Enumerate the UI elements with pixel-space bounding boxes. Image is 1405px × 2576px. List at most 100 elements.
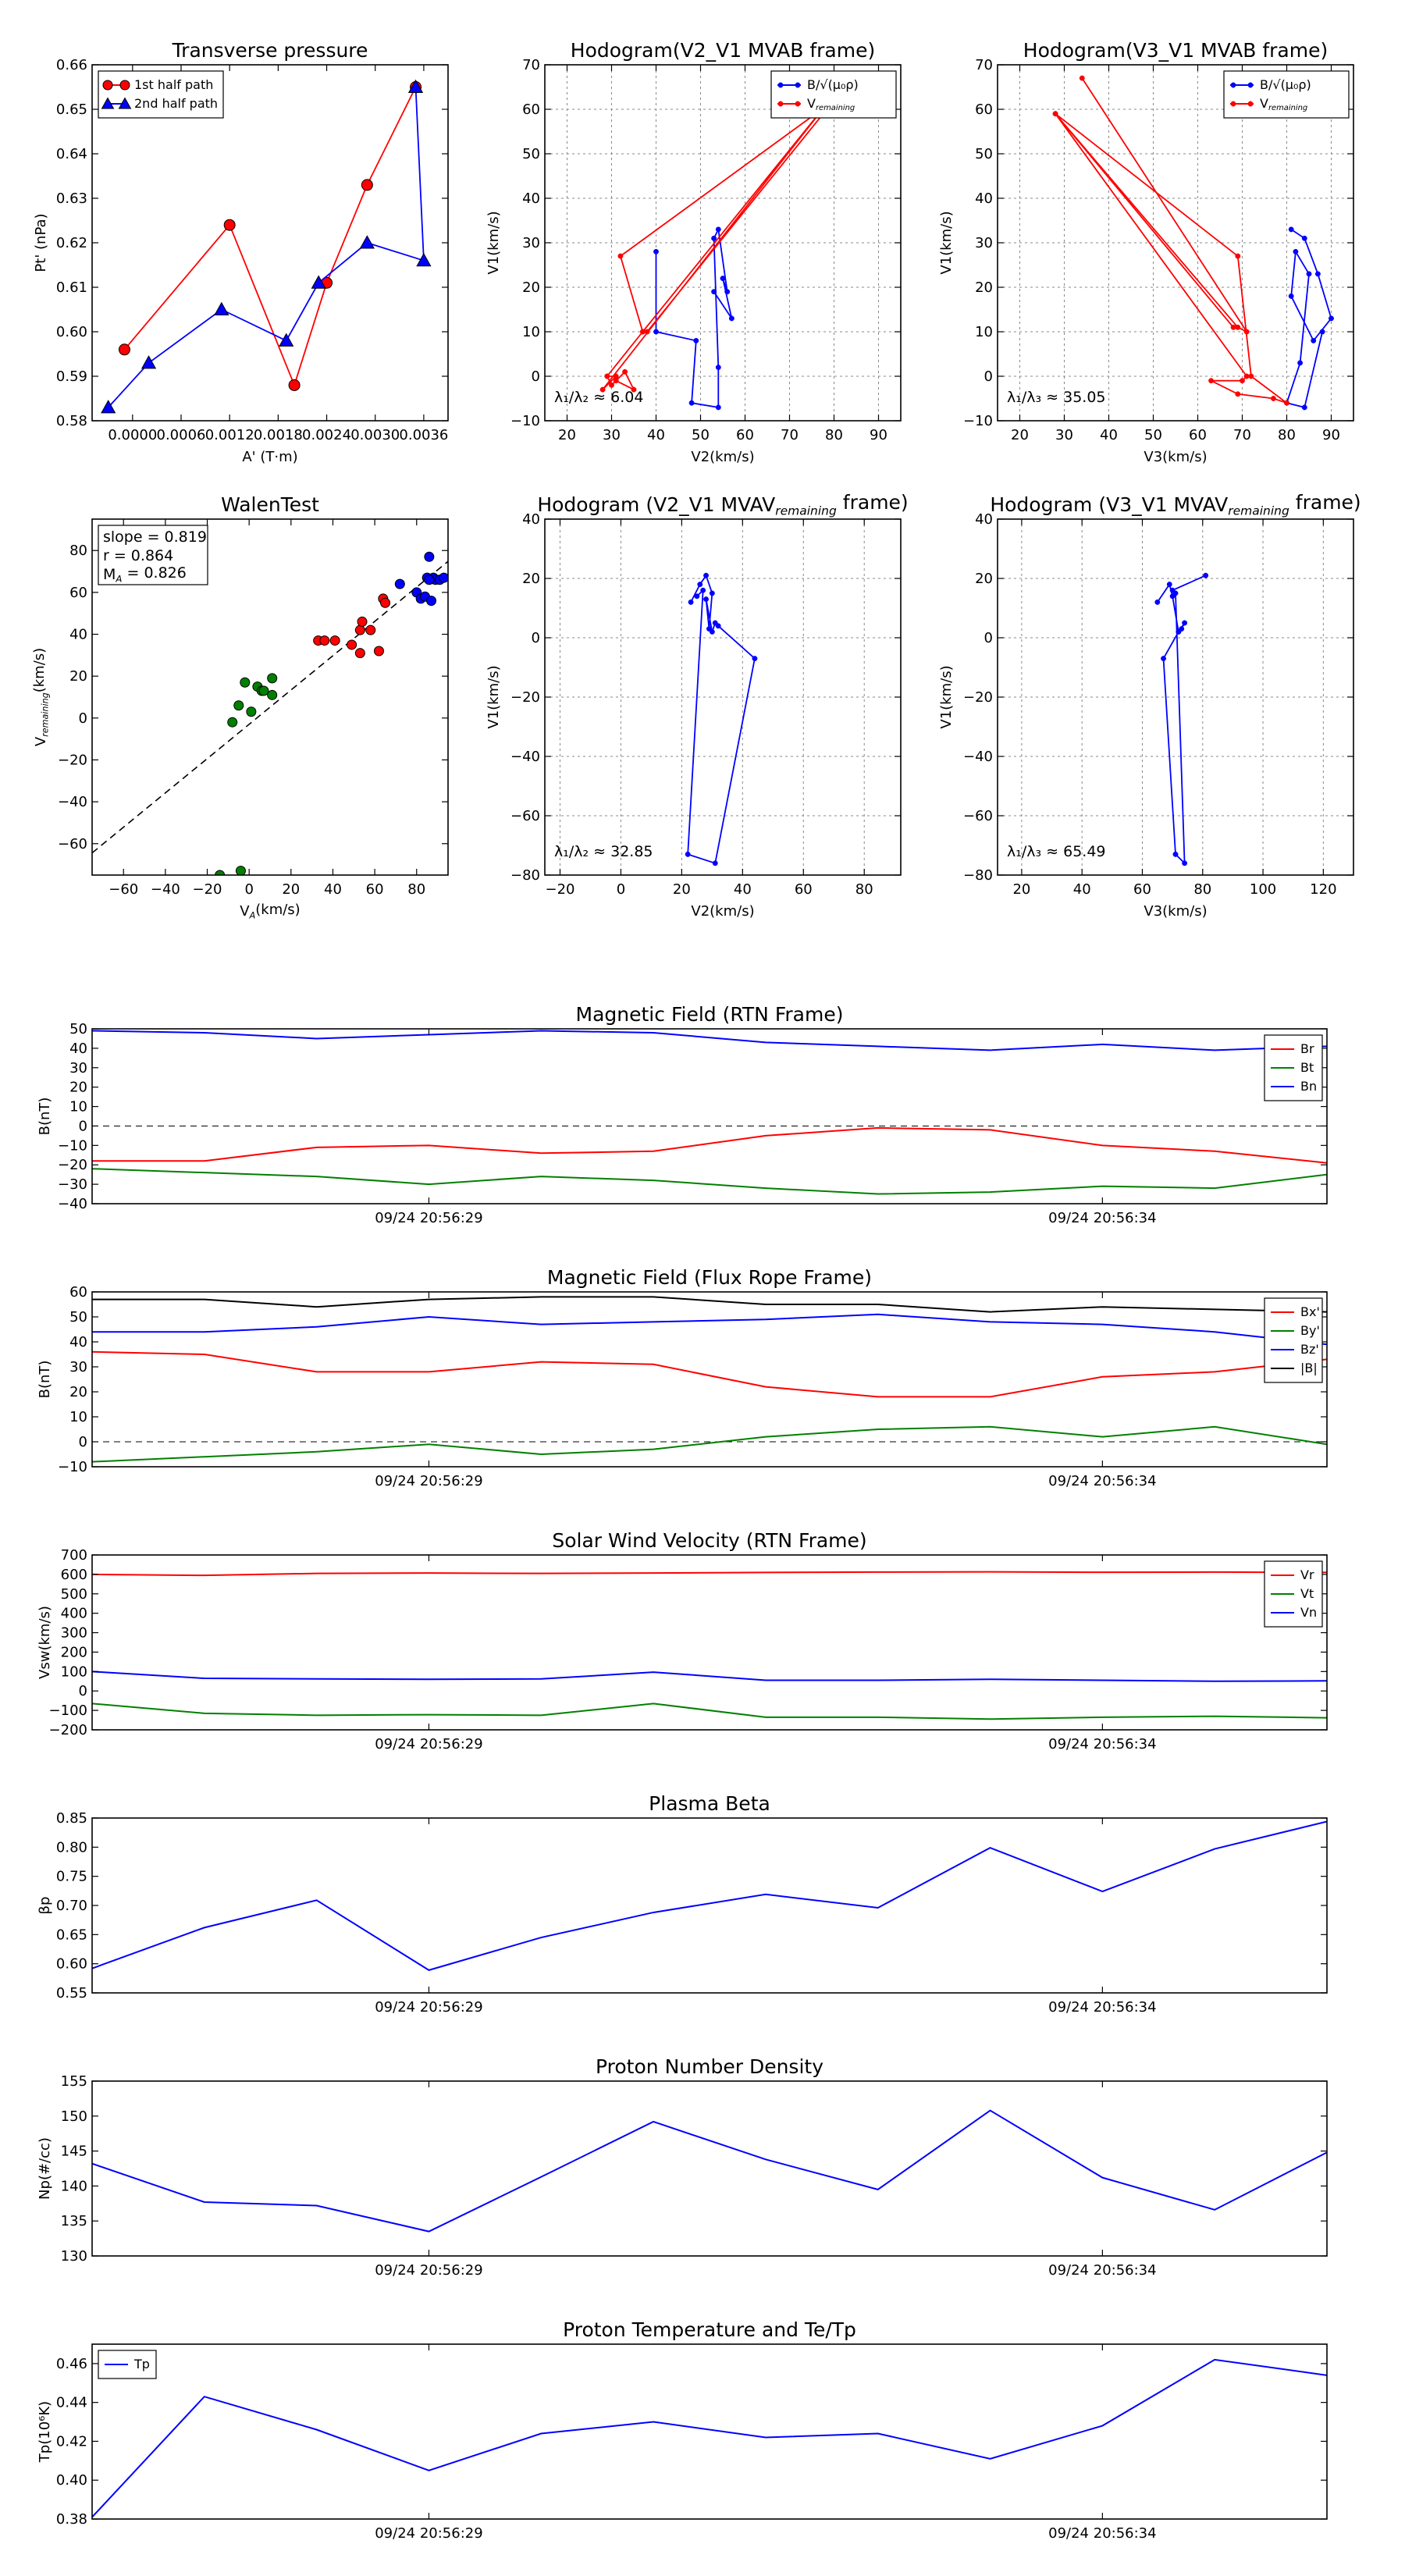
data-point xyxy=(644,329,650,335)
series-line xyxy=(92,1350,1327,1398)
data-point xyxy=(240,677,251,688)
data-point xyxy=(319,635,330,646)
data-point xyxy=(101,400,116,414)
series-bx- xyxy=(92,1350,1327,1398)
series-tp xyxy=(92,2358,1327,2518)
y-tick-label: 0.62 xyxy=(56,235,87,251)
x-tick-label: 80 xyxy=(855,881,873,898)
data-point xyxy=(720,276,726,282)
data-point xyxy=(424,551,435,562)
data-point xyxy=(407,79,424,93)
x-tick-label: 0.0006 xyxy=(157,427,206,443)
x-tick-label: 0.0036 xyxy=(399,427,448,443)
y-tick-label: 0.75 xyxy=(56,1869,87,1885)
data-point xyxy=(728,315,735,322)
legend-marker xyxy=(118,97,132,109)
x-tick-label: 80 xyxy=(825,427,843,443)
data-point xyxy=(631,386,637,393)
y-tick-label: 60 xyxy=(69,1284,87,1300)
chart-title: Hodogram (V3_V1 MVAVremaining frame) xyxy=(990,491,1361,518)
series-beta xyxy=(92,1820,1327,1971)
data-point xyxy=(354,624,365,635)
series-1st-half-path xyxy=(118,81,422,391)
series-v-remaining xyxy=(1052,75,1289,406)
data-point xyxy=(1288,226,1294,233)
y-tick-label: 0 xyxy=(79,1434,87,1450)
x-tick-label: 90 xyxy=(1322,427,1340,443)
y-axis-label: V1(km/s) xyxy=(486,665,502,728)
y-tick-label: 200 xyxy=(61,1644,87,1660)
y-tick-label: 30 xyxy=(522,235,540,251)
data-point xyxy=(267,689,278,700)
x-tick-label: −20 xyxy=(545,881,574,898)
data-point xyxy=(279,333,294,347)
legend-label: Bz' xyxy=(1300,1342,1319,1357)
y-tick-label: 155 xyxy=(61,2073,87,2090)
y-axis-label: Vsw(km/s) xyxy=(37,1606,53,1679)
data-point xyxy=(685,851,691,857)
y-tick-label: 0.85 xyxy=(56,1810,87,1827)
data-point xyxy=(1284,400,1289,406)
series-line xyxy=(92,1313,1327,1346)
data-point xyxy=(703,596,710,603)
x-tick-label: −20 xyxy=(193,881,222,898)
data-point xyxy=(1182,620,1188,626)
y-axis-label: B(nT) xyxy=(37,1361,53,1399)
series-line xyxy=(92,1571,1327,1577)
x-tick-label: −40 xyxy=(151,881,180,898)
y-tick-label: 0 xyxy=(532,630,540,646)
series-vt xyxy=(92,1703,1327,1720)
y-tick-label: −40 xyxy=(58,1196,87,1212)
y-tick-label: −20 xyxy=(58,1157,87,1173)
y-tick-label: −60 xyxy=(510,808,540,824)
x-tick-label: 60 xyxy=(366,881,384,898)
data-point xyxy=(1052,111,1058,117)
fit-line xyxy=(92,560,448,854)
y-tick-label: 0 xyxy=(984,368,993,385)
data-point xyxy=(223,219,236,231)
legend-marker xyxy=(102,80,113,91)
y-tick-label: 20 xyxy=(522,279,540,296)
y-tick-label: 10 xyxy=(69,1409,87,1425)
data-point xyxy=(1297,360,1304,366)
data-point xyxy=(288,379,301,391)
panel-ts3: Solar Wind Velocity (RTN Frame) 09/24 20:… xyxy=(37,1529,1328,1752)
panel-p4: WalenTest −60 −40 −20 0 20 40 60 80 −60 −40 −20 0 20 4… xyxy=(31,493,449,920)
data-point xyxy=(694,593,700,600)
y-tick-label: 0.60 xyxy=(56,324,87,340)
y-tick-label: 40 xyxy=(69,627,87,643)
legend-label: Tp xyxy=(133,2357,150,2371)
x-tick-label: 30 xyxy=(603,427,621,443)
chart-title: Hodogram(V3_V1 MVAB frame) xyxy=(1023,39,1328,62)
data-point xyxy=(373,646,384,656)
panel-ts1: Magnetic Field (RTN Frame) 09/24 20:56:29… xyxy=(37,1003,1328,1226)
y-axis-label: Vremaining(km/s) xyxy=(31,648,50,746)
data-point xyxy=(639,329,646,335)
data-point xyxy=(347,639,357,650)
panel-ts2: Magnetic Field (Flux Rope Frame) 09/24 20… xyxy=(37,1266,1328,1489)
data-point xyxy=(380,597,391,608)
y-tick-label: 10 xyxy=(69,1099,87,1115)
x-tick-label: 0 xyxy=(617,881,625,898)
data-point xyxy=(709,590,715,596)
stats-line: r = 0.864 xyxy=(103,547,173,564)
data-point xyxy=(653,329,659,335)
data-point xyxy=(1270,396,1276,401)
data-point xyxy=(361,179,373,191)
series-bn xyxy=(92,1030,1327,1051)
y-tick-label: 0.38 xyxy=(56,2511,87,2528)
eigenvalue-ratio-label: λ₁/λ₃ ≈ 65.49 xyxy=(1007,843,1106,860)
panel-p6: Hodogram (V3_V1 MVAVremaining frame) 20 40… xyxy=(938,491,1361,920)
y-tick-label: 80 xyxy=(69,543,87,559)
data-point xyxy=(599,386,606,393)
y-tick-label: 0.66 xyxy=(56,57,87,73)
y-tick-label: 50 xyxy=(69,1021,87,1037)
x-tick-label: 09/24 20:56:29 xyxy=(375,1999,482,2016)
x-axis-label: VA(km/s) xyxy=(240,902,300,920)
x-axis-label: V2(km/s) xyxy=(691,903,754,920)
y-tick-label: 10 xyxy=(975,324,993,340)
data-point xyxy=(1311,337,1317,343)
x-tick-label: 09/24 20:56:34 xyxy=(1048,1210,1156,1226)
chart-title: Magnetic Field (RTN Frame) xyxy=(576,1003,844,1026)
data-point xyxy=(394,578,405,589)
